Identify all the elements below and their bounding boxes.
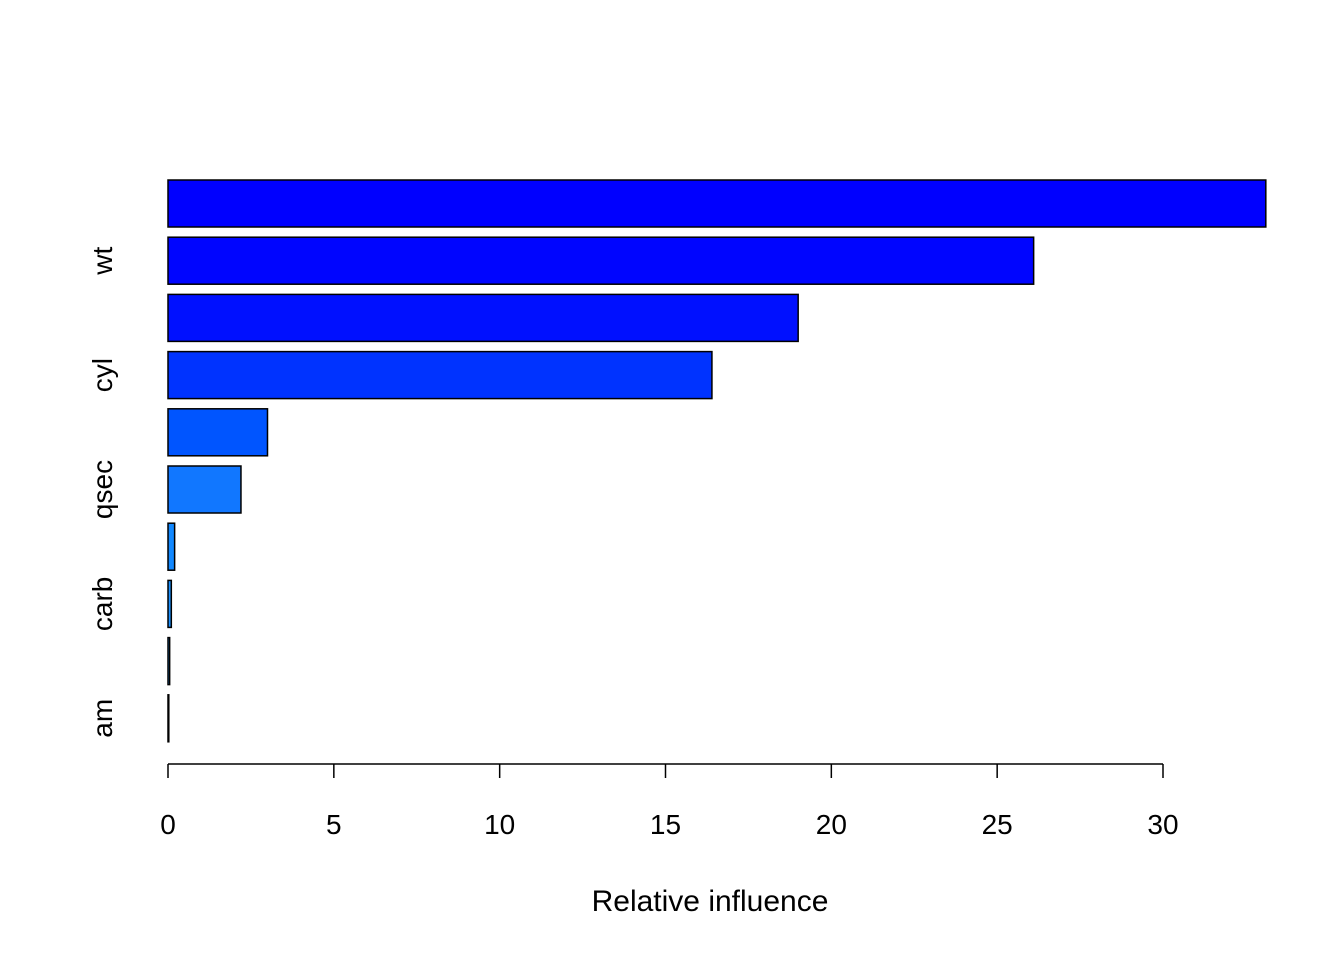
x-tick-label-25: 25 — [982, 809, 1013, 840]
bar-7 — [167, 579, 173, 629]
x-tick-label-10: 10 — [484, 809, 515, 840]
bar-0 — [167, 179, 1267, 228]
category-label-wt: wt — [87, 246, 118, 275]
x-tick-label-30: 30 — [1147, 809, 1178, 840]
category-label-cyl: cyl — [87, 358, 118, 392]
x-axis-title: Relative influence — [592, 885, 829, 918]
bar-6 — [167, 522, 176, 571]
bar-4 — [167, 408, 269, 457]
x-axis: 0 5 10 15 20 25 30 — [160, 763, 1179, 840]
bar-1 — [167, 236, 1035, 285]
category-label-am: am — [87, 699, 118, 738]
x-tick-label-15: 15 — [650, 809, 681, 840]
category-labels-group: wt cyl qsec carb am — [87, 246, 118, 737]
bar-8 — [167, 636, 171, 686]
bar-9 — [167, 694, 170, 743]
category-label-qsec: qsec — [87, 460, 118, 519]
x-tick-label-5: 5 — [326, 809, 342, 840]
x-tick-label-0: 0 — [160, 809, 176, 840]
x-tick-label-20: 20 — [816, 809, 847, 840]
bar-5 — [167, 465, 242, 514]
category-label-carb: carb — [87, 577, 118, 631]
bar-2 — [167, 293, 799, 343]
bar-3 — [167, 350, 713, 400]
bars-group — [167, 179, 1267, 743]
